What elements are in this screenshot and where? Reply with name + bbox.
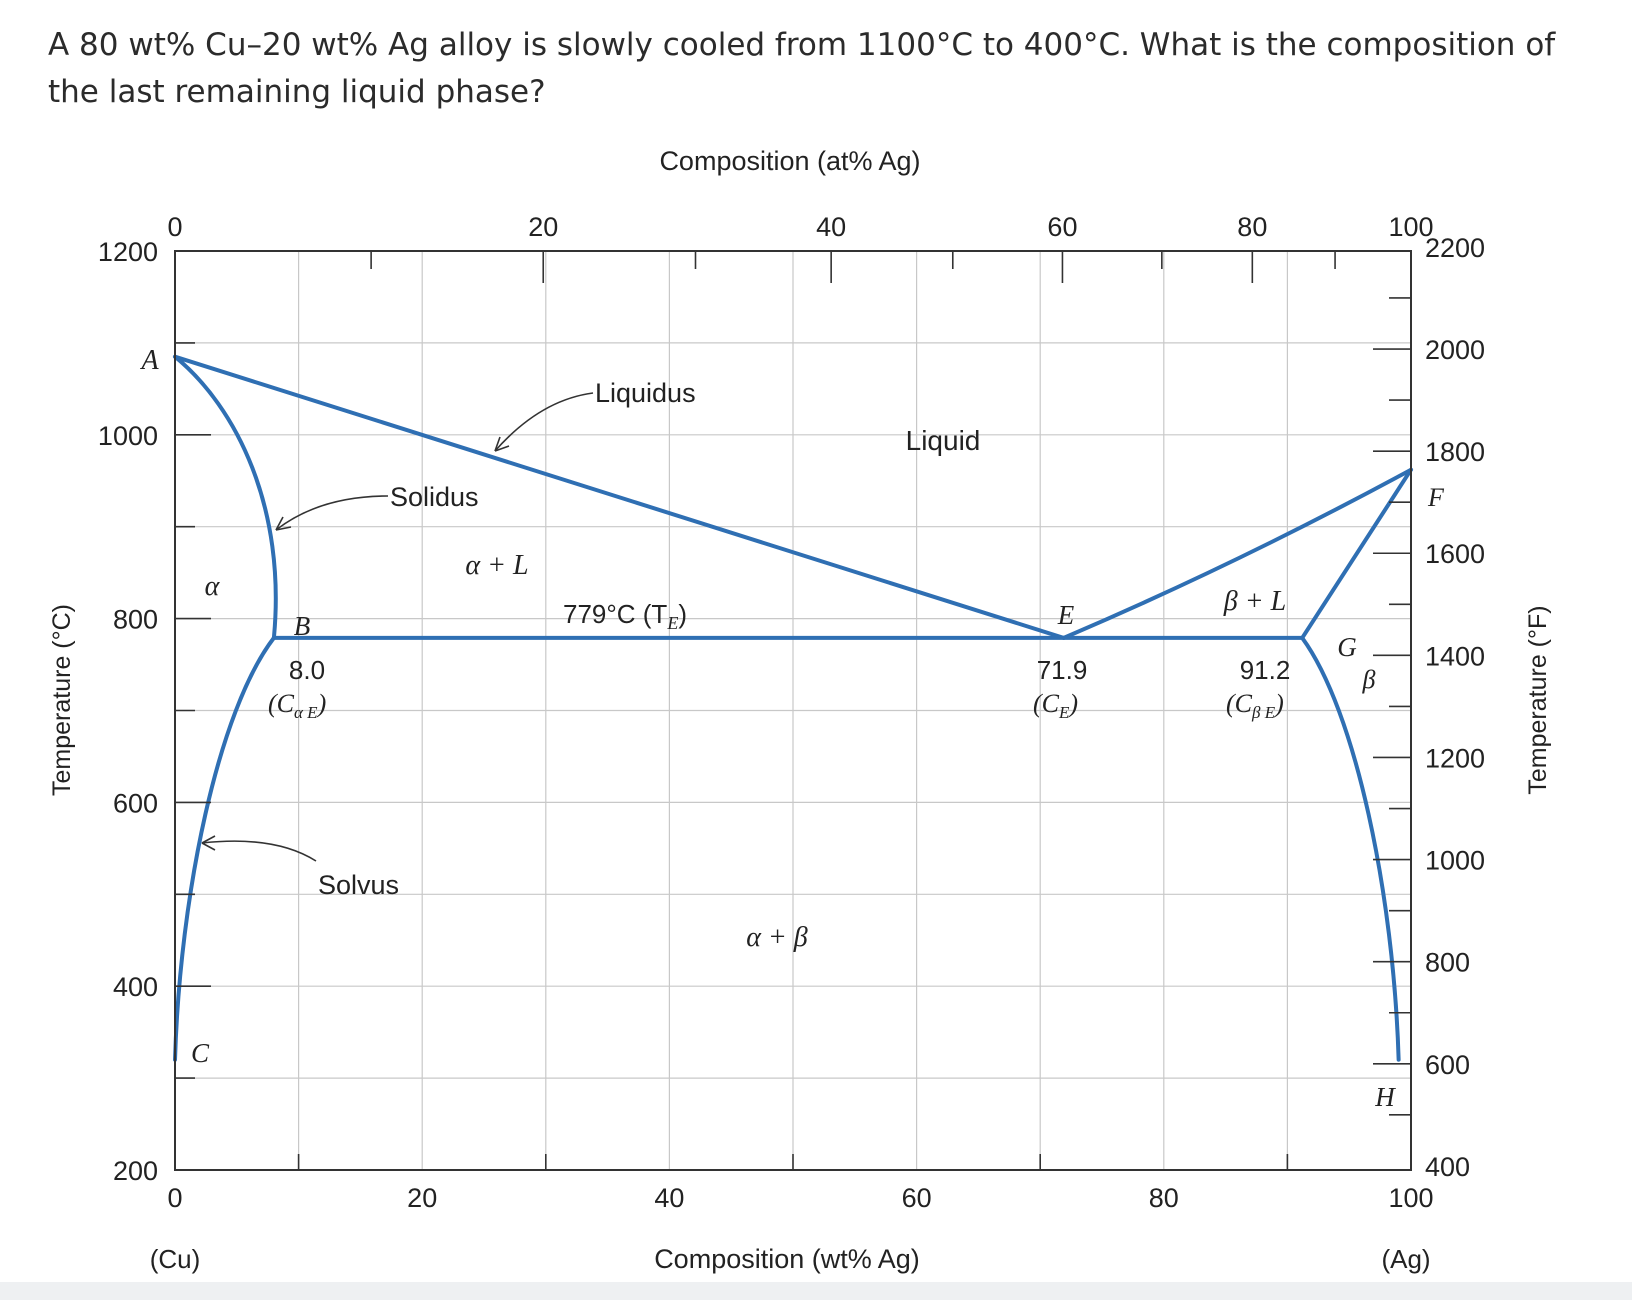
right-tick-label: 2000 <box>1425 335 1485 365</box>
eutectic-symbol: (CE) <box>1033 689 1078 722</box>
beta-eutectic-symbol: (Cβ E) <box>1226 689 1284 722</box>
left-tick-label: 1000 <box>98 421 158 451</box>
point-c-label: C <box>191 1038 210 1068</box>
beta-region-label: β <box>1362 665 1376 694</box>
solidus-leader <box>275 495 389 531</box>
page-bottom-band <box>0 1282 1632 1300</box>
beta-eutectic-sym: (C <box>1226 689 1253 718</box>
left-tick-label: 1200 <box>98 237 158 267</box>
beta-solidus <box>1300 467 1413 640</box>
eutectic-sym: (C <box>1033 689 1060 718</box>
liquidus-cu-side <box>173 354 1066 640</box>
top-axis-title: Composition (at% Ag) <box>659 146 920 176</box>
right-tick-label: 1000 <box>1425 846 1485 876</box>
point-b-label: B <box>294 611 311 641</box>
beta-eutectic-sub: β E <box>1251 703 1276 722</box>
left-tick-label: 800 <box>113 605 158 635</box>
cu-label: (Cu) <box>150 1244 201 1274</box>
alpha-region-label: α <box>205 571 221 602</box>
solvus-arrowhead <box>201 835 216 851</box>
eutectic-temp-sub: E <box>666 613 678 633</box>
point-g-label: G <box>1337 632 1357 662</box>
alpha-eutectic-sym: (C <box>268 689 295 718</box>
top-tick-label: 100 <box>1388 212 1433 242</box>
question-text: A 80 wt% Cu–20 wt% Ag alloy is slowly co… <box>48 27 1556 110</box>
liquidus-leader <box>494 392 594 452</box>
liquid-region-label: Liquid <box>906 425 981 456</box>
ag-label: (Ag) <box>1381 1244 1430 1274</box>
top-tick-label: 0 <box>167 212 182 242</box>
point-f-label: F <box>1427 483 1445 512</box>
bottom-tick-label: 20 <box>407 1183 437 1213</box>
eutectic-temp-label: 779°C (TE) <box>563 599 687 633</box>
point-e-label: E <box>1057 600 1075 630</box>
alpha-eutectic-sub: α E <box>294 703 318 722</box>
bottom-tick-label: 80 <box>1149 1183 1179 1213</box>
beta-eutectic-value: 91.2 <box>1240 655 1291 685</box>
top-tick-label: 40 <box>816 212 846 242</box>
eutectic-sub: E <box>1058 703 1070 722</box>
alpha-solidus <box>173 354 278 640</box>
right-tick-label: 1600 <box>1425 539 1485 569</box>
right-tick-label: 1400 <box>1425 641 1485 671</box>
diagram-labels: Composition (at% Ag) Composition (wt% Ag… <box>48 146 1552 1274</box>
right-tick-label: 800 <box>1425 948 1470 978</box>
right-tick-label: 400 <box>1425 1152 1470 1182</box>
eutectic-value: 71.9 <box>1037 655 1088 685</box>
solidus-arrowhead <box>275 516 292 531</box>
bottom-tick-label: 100 <box>1388 1183 1433 1213</box>
point-h-label: H <box>1374 1082 1396 1112</box>
left-tick-label: 400 <box>113 972 158 1002</box>
point-a-label: A <box>139 345 159 376</box>
eutectic-temp-close: ) <box>678 599 687 629</box>
right-tick-label: 1200 <box>1425 743 1485 773</box>
right-tick-label: 2200 <box>1425 233 1485 263</box>
liquidus-label: Liquidus <box>595 378 696 408</box>
beta-solvus <box>1300 635 1401 1062</box>
phase-curves <box>173 354 1413 1062</box>
left-tick-label: 600 <box>113 788 158 818</box>
top-tick-label: 60 <box>1047 212 1077 242</box>
left-tick-label: 200 <box>113 1156 158 1186</box>
liquidus-arrowhead <box>494 436 510 452</box>
top-tick-label: 20 <box>528 212 558 242</box>
alpha-eutectic-close: ) <box>316 689 327 718</box>
grid-lines <box>175 251 1411 1170</box>
bottom-tick-label: 40 <box>654 1183 684 1213</box>
right-axis-title: Temperature (°F) <box>1524 605 1552 794</box>
bottom-axis-title: Composition (wt% Ag) <box>654 1244 920 1274</box>
right-tick-label: 600 <box>1425 1050 1470 1080</box>
eutectic-close: ) <box>1067 689 1078 718</box>
alpha-beta-label: α + β <box>746 922 808 953</box>
eutectic-temp-text: 779°C (T <box>563 599 667 629</box>
alpha-eutectic-value: 8.0 <box>289 655 325 685</box>
solidus-label: Solidus <box>390 482 479 512</box>
right-tick-label: 1800 <box>1425 437 1485 467</box>
alpha-eutectic-symbol: (Cα E) <box>268 689 326 722</box>
bottom-tick-label: 60 <box>902 1183 932 1213</box>
beta-liquid-label: β + L <box>1223 586 1286 617</box>
beta-eutectic-close: ) <box>1273 689 1284 718</box>
alpha-liquid-label: α + L <box>465 550 528 581</box>
alpha-solvus <box>173 635 276 1062</box>
solvus-label: Solvus <box>318 870 399 900</box>
left-axis-title: Temperature (°C) <box>48 604 76 796</box>
bottom-tick-label: 0 <box>167 1183 182 1213</box>
liquidus-ag-side <box>1061 467 1413 640</box>
solvus-leader <box>201 840 317 862</box>
top-tick-label: 80 <box>1237 212 1267 242</box>
